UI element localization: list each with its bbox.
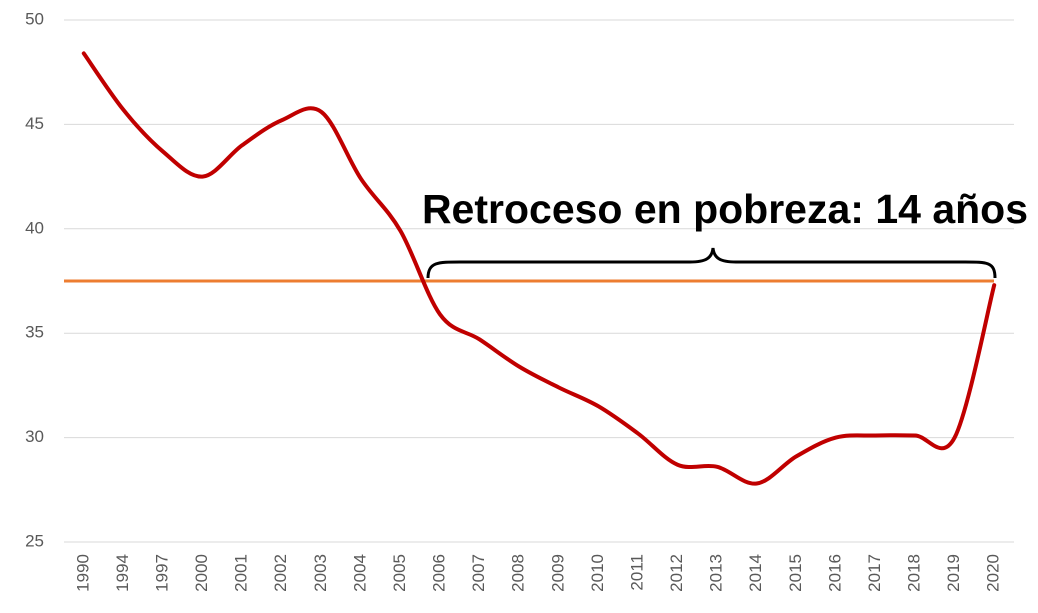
x-tick-label: 2001: [232, 554, 251, 592]
x-tick-label: 1997: [152, 554, 171, 592]
x-tick-label: 2000: [192, 554, 211, 592]
x-tick-label: 2019: [944, 554, 963, 592]
x-tick-label: 2010: [588, 554, 607, 592]
x-tick-label: 2013: [707, 554, 726, 592]
x-tick-label: 2016: [825, 554, 844, 592]
y-tick-label: 30: [25, 427, 44, 446]
x-tick-label: 2020: [984, 554, 1003, 592]
x-tick-label: 1990: [73, 554, 92, 592]
x-tick-label: 2008: [509, 554, 528, 592]
x-tick-label: 2015: [786, 554, 805, 592]
brace: [426, 247, 997, 279]
x-tick-label: 2003: [311, 554, 330, 592]
x-tick-label: 2005: [390, 554, 409, 592]
x-tick-label: 2006: [430, 554, 449, 592]
x-tick-label: 1994: [113, 554, 132, 592]
x-tick-label: 2014: [746, 554, 765, 592]
x-tick-label: 2002: [271, 554, 290, 592]
x-tick-label: 2007: [469, 554, 488, 592]
y-tick-label: 45: [25, 114, 44, 133]
x-tick-label: 2018: [905, 554, 924, 592]
y-tick-label: 40: [25, 218, 44, 237]
x-tick-label: 2004: [350, 554, 369, 592]
x-tick-label: 2011: [627, 554, 646, 591]
x-tick-label: 2017: [865, 554, 884, 592]
annotation: Retroceso en pobreza: 14 años: [422, 186, 1028, 232]
data-line: [81, 51, 997, 486]
x-tick-label: 2012: [667, 554, 686, 592]
x-tick-label: 2009: [548, 554, 567, 592]
y-tick-label: 50: [25, 9, 44, 28]
y-tick-label: 35: [25, 323, 44, 342]
y-tick-label: 25: [25, 531, 44, 550]
